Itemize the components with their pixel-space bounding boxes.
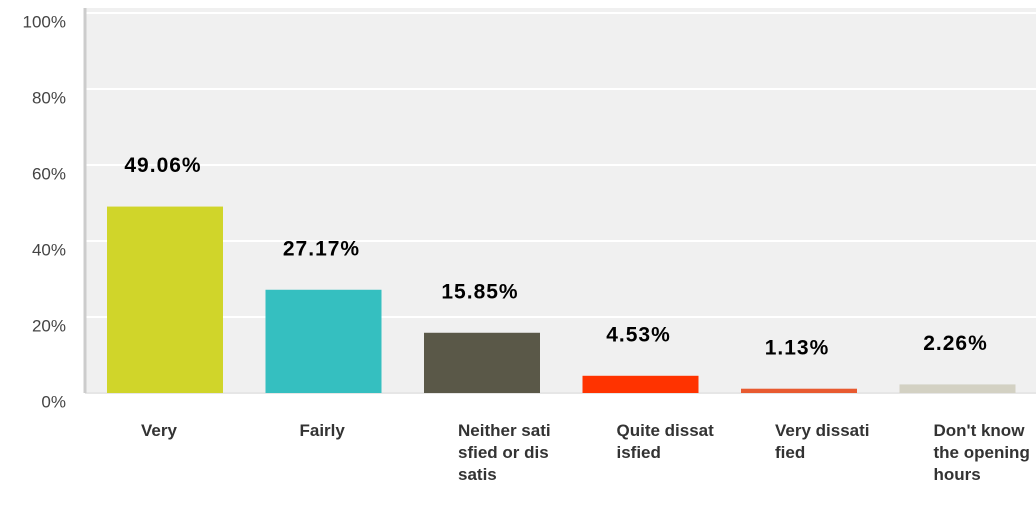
bar — [741, 388, 857, 393]
x-tick-label: Very dissatified — [775, 421, 870, 462]
y-tick-label: 40% — [32, 240, 66, 259]
bar — [899, 384, 1016, 393]
bar — [582, 375, 699, 393]
x-tick-label: Don't know the opening hours — [933, 421, 1030, 484]
y-tick-label: 100% — [23, 12, 66, 31]
x-tick-label: Fairly — [299, 421, 345, 440]
value-label: 1.13% — [765, 336, 830, 359]
y-tick-label: 0% — [41, 392, 66, 411]
plot-background — [85, 8, 1036, 393]
y-tick-label: 20% — [32, 316, 66, 335]
y-tick-label: 60% — [32, 164, 66, 183]
value-label: 4.53% — [606, 323, 671, 346]
value-label: 2.26% — [923, 332, 988, 355]
bar — [424, 332, 540, 393]
y-tick-label: 80% — [32, 88, 66, 107]
x-tick-label: Very — [141, 421, 177, 440]
value-label: 49.06% — [124, 154, 201, 177]
x-tick-label: Neither satisfied or dissatis — [458, 421, 551, 484]
x-tick-label: Quite dissatisfied — [616, 421, 714, 462]
value-label: 15.85% — [441, 280, 518, 303]
bar — [107, 206, 223, 393]
value-label: 27.17% — [283, 237, 360, 260]
bar — [265, 289, 382, 393]
